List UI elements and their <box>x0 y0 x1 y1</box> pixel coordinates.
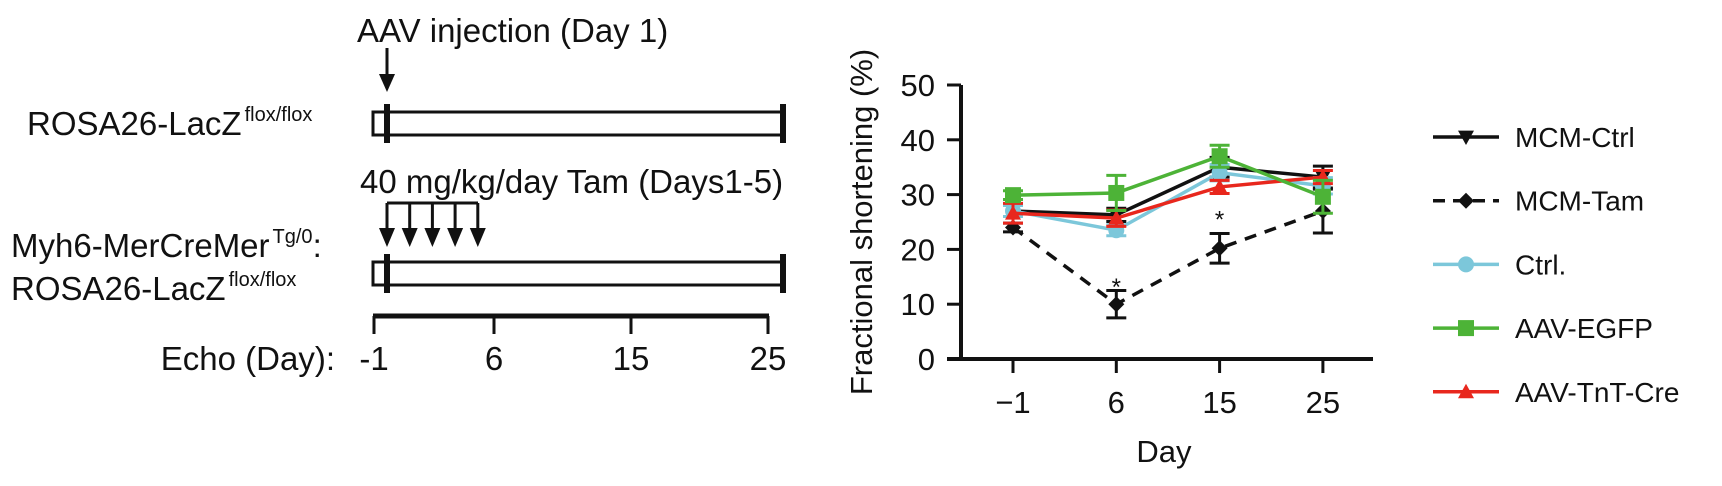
marker-square <box>1458 320 1474 337</box>
marker-triangle-up <box>1108 210 1125 225</box>
tamoxifen-label: 40 mg/kg/day Tam (Days1-5) <box>360 163 783 200</box>
legend-label: AAV-EGFP <box>1515 313 1653 344</box>
marker-triangle-down <box>1458 130 1474 145</box>
marker-diamond <box>1211 240 1228 257</box>
aav-injection-label: AAV injection (Day 1) <box>357 12 668 49</box>
group1-timeline-bar <box>371 104 786 143</box>
tam-arrowhead-icon <box>401 228 418 247</box>
x-tick-label: 6 <box>1108 385 1125 420</box>
group1-label: ROSA26-LacZ flox/flox <box>27 104 312 142</box>
x-tick-label: −1 <box>995 385 1030 420</box>
y-tick-label: 20 <box>901 232 935 267</box>
series-mcm-tam <box>1003 187 1333 320</box>
legend-label: MCM-Ctrl <box>1515 122 1635 153</box>
y-tick-label: 50 <box>901 68 935 103</box>
echo-axis <box>372 313 770 334</box>
legend-label: AAV-TnT-Cre <box>1515 377 1679 408</box>
series-mcm-ctrl <box>1003 155 1333 223</box>
group2-timeline-bar <box>371 254 786 293</box>
y-tick-label: 0 <box>918 342 935 377</box>
y-tick-label: 30 <box>901 178 935 213</box>
y-tick-label: 40 <box>901 123 935 158</box>
marker-triangle-up <box>1458 383 1474 399</box>
tam-arrowhead-icon <box>447 228 464 247</box>
legend-item: MCM-Ctrl <box>1433 122 1635 153</box>
marker-diamond <box>1458 192 1474 209</box>
y-tick-label: 10 <box>901 287 935 322</box>
legend-item: AAV-TnT-Cre <box>1433 377 1679 408</box>
marker-square <box>1108 184 1125 201</box>
marker-triangle-up <box>1005 205 1021 220</box>
legend-item: Ctrl. <box>1433 249 1566 280</box>
significance-asterisk: * <box>1215 207 1224 234</box>
echo-day-label: 15 <box>613 340 650 377</box>
tamoxifen-arrows-icon <box>379 201 486 247</box>
series-line <box>1011 209 1324 307</box>
line-chart: Fractional shortening (%) Day 0 10 20 30 40 5… <box>844 49 1679 469</box>
marker-square <box>1314 188 1331 205</box>
significance-asterisk: * <box>1112 274 1121 301</box>
group2-label-line2: ROSA26-LacZ flox/flox <box>11 269 296 307</box>
legend-label: MCM-Tam <box>1515 186 1644 217</box>
tam-arrowhead-icon <box>379 228 395 247</box>
marker-triangle-up <box>1211 178 1228 194</box>
legend: MCM-Ctrl MCM-Tam Ctrl. AAV-EGFP AAV-TnT-Cre <box>1433 122 1679 408</box>
marker-square <box>1211 148 1228 165</box>
aav-arrow-icon <box>379 48 395 92</box>
marker-diamond <box>1108 296 1125 313</box>
marker-circle <box>1458 256 1474 273</box>
series-aav-egfp <box>1003 143 1333 215</box>
legend-item: MCM-Tam <box>1433 186 1644 217</box>
chart-axes: 0 10 20 30 40 50 −1 6 15 25 <box>901 68 1373 420</box>
x-tick-label: 25 <box>1306 385 1340 420</box>
series-line <box>1012 175 1324 220</box>
timeline-diagram: AAV injection (Day 1) ROSA26-LacZ flox/fl… <box>11 12 786 377</box>
echo-label: Echo (Day): <box>161 340 335 377</box>
marker-square <box>1005 187 1021 204</box>
echo-day-label: 25 <box>750 340 787 377</box>
y-axis-title: Fractional shortening (%) <box>844 49 879 395</box>
echo-day-label: 6 <box>485 340 503 377</box>
x-tick-label: 15 <box>1202 385 1236 420</box>
legend-item: AAV-EGFP <box>1433 313 1653 344</box>
echo-day-label: -1 <box>359 340 388 377</box>
series-line <box>1012 165 1324 217</box>
tam-arrowhead-icon <box>469 228 486 247</box>
series-line <box>1012 154 1324 199</box>
x-axis-title: Day <box>1136 434 1192 469</box>
group2-label-line1: Myh6-MerCreMer Tg/0: <box>11 226 322 264</box>
tam-arrowhead-icon <box>424 228 441 247</box>
plot-area: ** <box>1003 143 1333 320</box>
legend-label: Ctrl. <box>1515 249 1566 280</box>
